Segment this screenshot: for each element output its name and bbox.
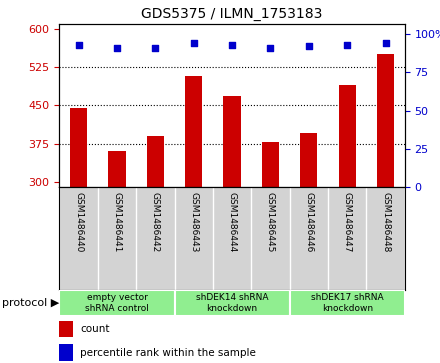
Title: GDS5375 / ILMN_1753183: GDS5375 / ILMN_1753183: [141, 7, 323, 21]
Point: [229, 42, 236, 48]
Text: GSM1486440: GSM1486440: [74, 192, 83, 253]
Bar: [59, 290, 175, 316]
Bar: [59, 321, 73, 337]
Text: GSM1486441: GSM1486441: [113, 192, 121, 253]
Point: [305, 44, 312, 49]
Bar: [290, 290, 405, 316]
Point: [75, 42, 82, 48]
Text: count: count: [80, 324, 110, 334]
Text: GSM1486447: GSM1486447: [343, 192, 352, 253]
Point: [267, 45, 274, 51]
Text: GSM1486446: GSM1486446: [304, 192, 313, 253]
Text: GSM1486445: GSM1486445: [266, 192, 275, 253]
Bar: [339, 85, 356, 187]
Bar: [59, 344, 73, 361]
Text: percentile rank within the sample: percentile rank within the sample: [80, 348, 256, 358]
Bar: [70, 108, 87, 187]
Text: empty vector
shRNA control: empty vector shRNA control: [85, 293, 149, 313]
Point: [190, 41, 197, 46]
Text: shDEK14 shRNA
knockdown: shDEK14 shRNA knockdown: [196, 293, 268, 313]
Point: [344, 42, 351, 48]
Text: protocol ▶: protocol ▶: [2, 298, 59, 308]
Point: [114, 45, 121, 51]
Bar: [224, 96, 241, 187]
Bar: [262, 142, 279, 187]
Text: GSM1486448: GSM1486448: [381, 192, 390, 253]
Bar: [300, 133, 318, 187]
Text: GSM1486442: GSM1486442: [151, 192, 160, 252]
Bar: [108, 151, 125, 187]
Bar: [185, 76, 202, 187]
Point: [382, 41, 389, 46]
Bar: [147, 136, 164, 187]
Text: GSM1486443: GSM1486443: [189, 192, 198, 253]
Point: [152, 45, 159, 51]
Text: GSM1486444: GSM1486444: [227, 192, 237, 252]
Bar: [175, 290, 290, 316]
Bar: [377, 54, 394, 187]
Text: shDEK17 shRNA
knockdown: shDEK17 shRNA knockdown: [311, 293, 384, 313]
